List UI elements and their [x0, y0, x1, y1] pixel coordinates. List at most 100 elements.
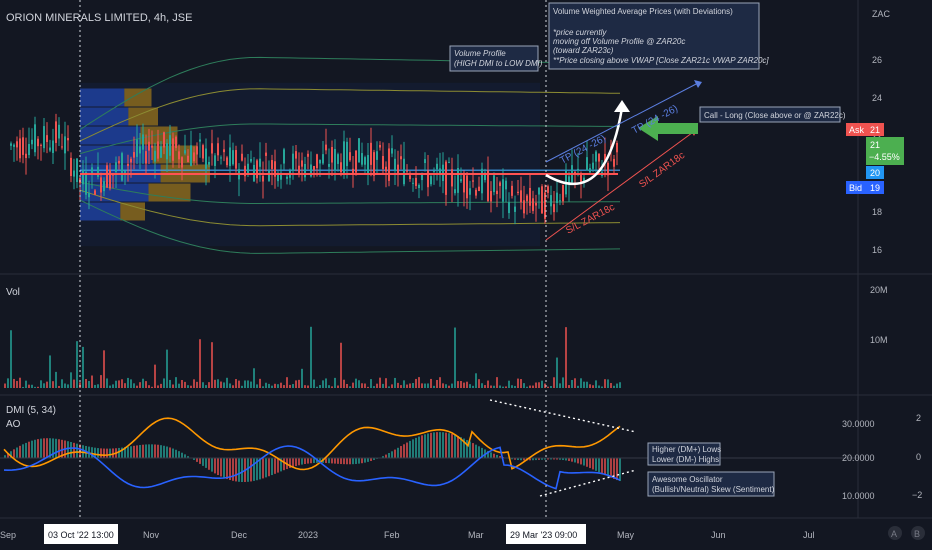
candle-body [124, 170, 126, 175]
ao-bar [343, 458, 345, 465]
log-scale-button[interactable] [911, 526, 925, 540]
chart-title[interactable]: ORION MINERALS LIMITED, 4h, JSE [6, 12, 192, 24]
ao-bar [565, 458, 567, 461]
dmi-upper-trendline[interactable] [489, 399, 637, 433]
volume-bar [502, 386, 504, 388]
ao-bar [127, 446, 129, 458]
ao-bar [136, 445, 138, 458]
ao-bar [301, 458, 303, 465]
price-tick: 16 [872, 245, 882, 255]
candle-body [91, 167, 93, 175]
volume-bar [328, 385, 330, 388]
volume-bar [136, 385, 138, 388]
candle-body [499, 182, 501, 186]
ao-bar [481, 447, 483, 458]
ao-bar [253, 458, 255, 481]
price-axis-unit: ZAC [872, 9, 891, 19]
ao-bar [487, 450, 489, 458]
dmi-lower-trendline[interactable] [539, 469, 637, 497]
ao-bar [145, 444, 147, 458]
vwap-note-box[interactable] [548, 2, 760, 70]
ao-bar [409, 440, 411, 458]
ao-bar [562, 458, 564, 461]
volume-bar [535, 382, 537, 388]
ask-label: Ask [849, 125, 865, 135]
candle-body [349, 152, 351, 161]
ao-bar [19, 445, 21, 458]
ao-bar [7, 453, 9, 458]
volume-bar [16, 380, 18, 388]
candle-body [514, 206, 516, 212]
ao-bar [520, 458, 522, 461]
ao-bar [241, 458, 243, 483]
candle-body [154, 150, 156, 162]
ao-bar [103, 448, 105, 458]
projection-arrow[interactable] [545, 107, 624, 186]
volume-bar [586, 381, 588, 388]
candle-body [73, 170, 75, 177]
sl-line[interactable] [545, 129, 697, 241]
volume-bar [427, 383, 429, 388]
bid-value: 19 [870, 183, 880, 193]
time-marker-oct-box[interactable] [44, 524, 118, 544]
candle-body [46, 135, 48, 143]
candle-body [475, 189, 477, 196]
volume-bar [208, 382, 210, 388]
volume-profile-down [124, 88, 152, 107]
ao-bar [415, 437, 417, 458]
volume-bar [187, 385, 189, 388]
price-tick: 18 [872, 207, 882, 217]
candle-body [151, 145, 153, 148]
volume-bar [292, 384, 294, 388]
ao-bar [205, 458, 207, 468]
volume-bar [190, 385, 192, 388]
volume-bar [202, 382, 204, 388]
call-note-box[interactable] [699, 106, 841, 123]
candle-body [277, 173, 279, 182]
call-long-arrow[interactable] [638, 116, 698, 141]
candle-body [535, 202, 537, 206]
volume-bar [487, 380, 489, 388]
ao-bar [535, 458, 537, 461]
ao-bar [34, 439, 36, 458]
tp-line[interactable] [545, 81, 701, 163]
volume-bar [379, 377, 381, 388]
volume-bar [253, 368, 255, 388]
candle-body [607, 162, 609, 176]
dmi-pane-label[interactable]: DMI (5, 34) [6, 405, 56, 416]
auto-scale-button[interactable] [888, 526, 902, 540]
volume-bar [514, 385, 516, 388]
ao-bar [547, 458, 549, 460]
dmi-note-box[interactable] [647, 442, 721, 466]
vp-note-box[interactable] [449, 45, 539, 72]
volume-bar [568, 385, 570, 388]
candle-body [412, 182, 414, 184]
candle-body [595, 151, 597, 162]
candle-body [397, 164, 399, 174]
time-marker-mar-box[interactable] [506, 524, 586, 544]
candle-body [10, 143, 12, 146]
volume-bar [211, 342, 213, 388]
candle-body [613, 158, 615, 167]
volume-bar [109, 385, 111, 388]
volume-bar [583, 381, 585, 388]
ao-bar [202, 458, 204, 466]
volume-bar [424, 383, 426, 388]
volume-pane-label[interactable]: Vol [6, 287, 20, 298]
volume-bar [289, 384, 291, 388]
candle-body [478, 186, 480, 192]
volume-bar [421, 383, 423, 388]
ao-bar [436, 432, 438, 458]
ao-pane-label[interactable]: AO [6, 419, 21, 430]
ao-bar [247, 458, 249, 482]
candle-body [502, 179, 504, 202]
candle-body [442, 164, 444, 182]
ao-bar [295, 458, 297, 467]
volume-bar [160, 383, 162, 388]
volume-bar [100, 375, 102, 388]
volume-bar [241, 385, 243, 388]
ao-note-box[interactable] [647, 471, 775, 497]
candle-body [586, 157, 588, 171]
candle-body [328, 163, 330, 167]
ao-bar [283, 458, 285, 471]
